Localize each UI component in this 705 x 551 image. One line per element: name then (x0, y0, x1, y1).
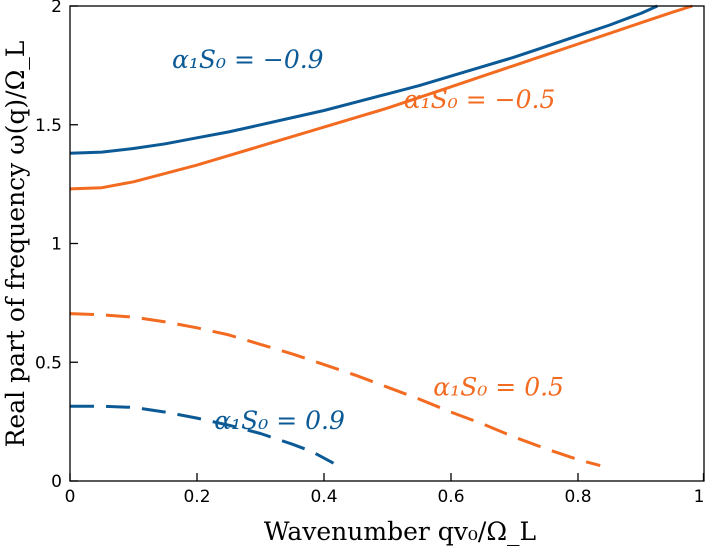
x-tick-label-4: 0.8 (564, 487, 591, 507)
series-label-0: α₁S₀ = −0.9 (172, 45, 324, 74)
plot-frame (69, 5, 705, 482)
series-line-1 (69, 4, 693, 191)
x-tick-label-1: 0.2 (183, 487, 210, 507)
series-layer (69, 4, 693, 468)
x-axis-title: Wavenumber qv₀/Ω_L (264, 517, 536, 546)
x-tick-label-2: 0.4 (310, 487, 337, 507)
y-axis-title: Real part of frequency ω(q)/Ω_L (1, 41, 30, 448)
series-line-2 (69, 312, 601, 468)
annotation-layer: α₁S₀ = −0.9 α₁S₀ = −0.5 α₁S₀ = 0.5 α₁S₀ = 0… (172, 45, 564, 435)
series-label-2: α₁S₀ = 0.5 (433, 373, 564, 402)
x-tick-label-0: 0 (65, 487, 76, 507)
x-tick-label-3: 0.6 (437, 487, 464, 507)
y-tick-label-1: 0.5 (35, 353, 62, 373)
ticks-layer: 0 0.2 0.4 0.6 0.8 1 0 0.5 1 1.5 2 (35, 0, 704, 507)
series-label-1: α₁S₀ = −0.5 (404, 85, 556, 114)
y-tick-label-3: 1.5 (35, 116, 62, 136)
y-tick-label-2: 1 (51, 235, 62, 255)
y-tick-label-0: 0 (51, 472, 62, 492)
y-tick-label-4: 2 (51, 0, 62, 17)
series-line-3 (70, 404, 335, 465)
x-tick-label-5: 1 (694, 487, 705, 507)
series-line-0 (69, 4, 659, 155)
series-label-3: α₁S₀ = 0.9 (214, 406, 345, 435)
